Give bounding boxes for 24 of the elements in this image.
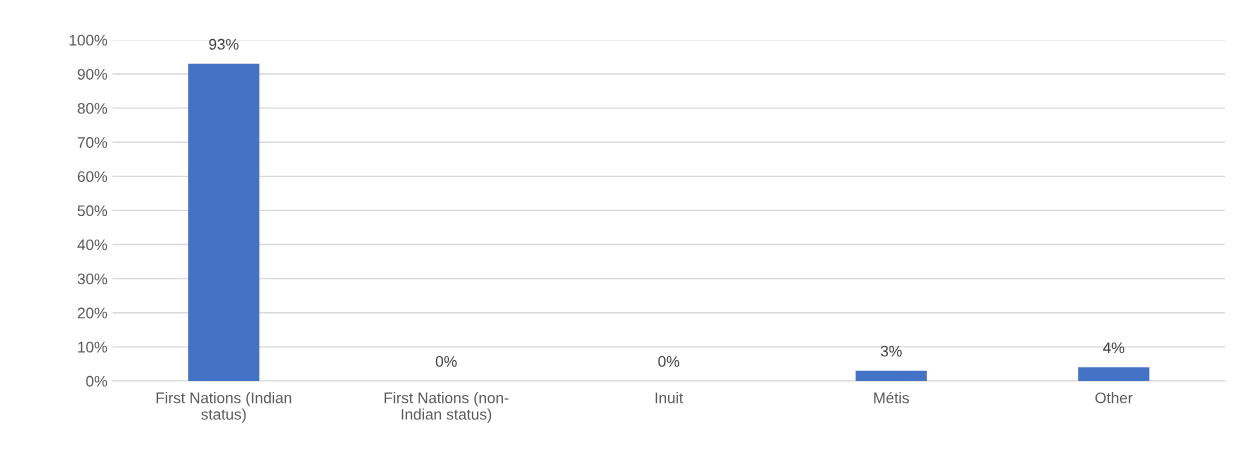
x-tick-label: Métis (874, 391, 909, 404)
x-tick-label: First Nations (non- Indian status) (384, 392, 509, 423)
y-tick-label: 10% (78, 341, 108, 353)
x-tick-label: First Nations (Indian status) (156, 392, 292, 423)
y-tick-label: 0% (86, 375, 108, 387)
y-tick-label: 90% (77, 68, 108, 80)
bar (188, 63, 260, 381)
y-tick-label: 100% (69, 34, 108, 46)
data-label: 3% (880, 345, 902, 357)
data-label: 0% (658, 355, 680, 367)
data-label: 4% (1103, 342, 1125, 354)
y-tick-label: 80% (77, 102, 108, 114)
y-tick-label: 20% (77, 307, 108, 319)
x-tick-label: Other (1095, 392, 1133, 404)
bar (1078, 367, 1150, 381)
y-tick-label: 60% (77, 171, 108, 183)
bar (855, 370, 927, 381)
y-tick-label: 40% (77, 239, 108, 251)
y-tick-label: 50% (77, 205, 108, 217)
data-label: 0% (435, 355, 457, 367)
y-tick-label: 70% (77, 137, 108, 148)
y-tick-label: 30% (77, 273, 108, 285)
x-tick-label: Inuit (655, 392, 684, 404)
data-label: 93% (209, 38, 239, 50)
